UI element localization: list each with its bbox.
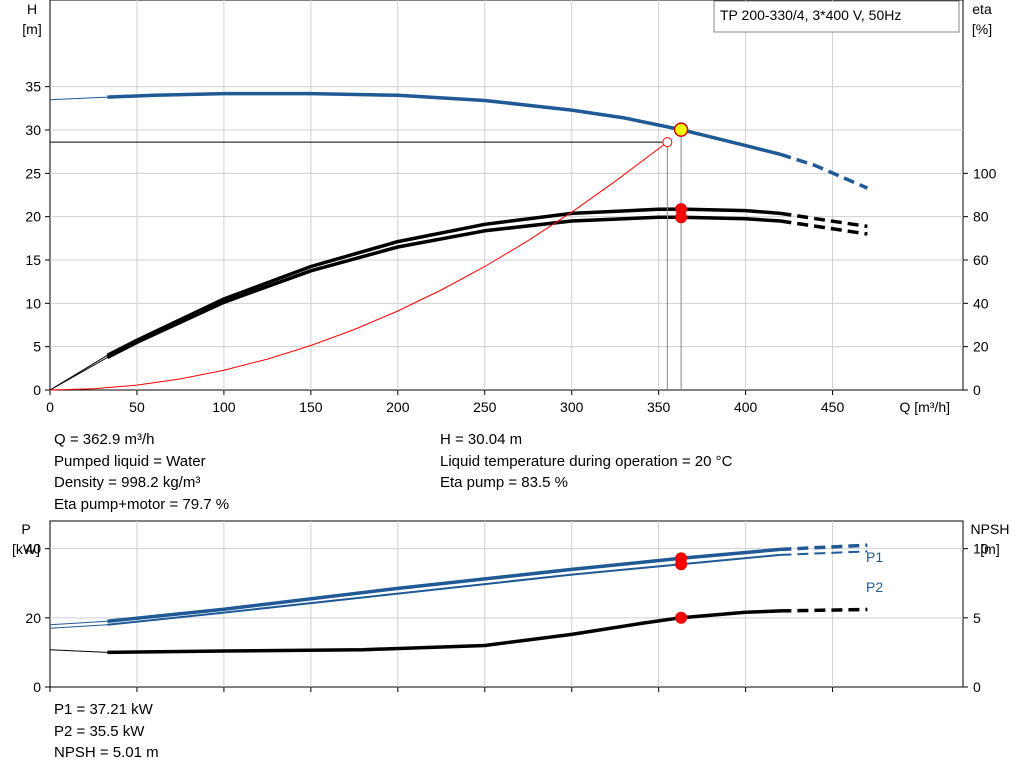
npsh-duty-point: [675, 611, 688, 624]
H-curve: [107, 91, 781, 156]
info-line: NPSH = 5.01 m: [54, 744, 159, 762]
info-line: Eta pump+motor = 79.7 %: [54, 496, 230, 514]
y-tick-label-left: 15: [25, 252, 41, 268]
y-axis-label-left-1: H: [27, 1, 37, 17]
x-tick-label: 350: [647, 399, 671, 415]
y-tick-label-left: 30: [25, 122, 41, 138]
y-axis-label-left-2: [m]: [22, 21, 41, 37]
duty-info-right: H = 30.04 m Liquid temperature during op…: [440, 429, 732, 494]
P2-curve: [107, 553, 781, 626]
x-tick-label: 250: [473, 399, 497, 415]
x-tick-label: 100: [212, 399, 236, 415]
plot-frame: [49, 520, 964, 688]
x-tick-label: 50: [129, 399, 145, 415]
x-axis-label: Q [m³/h]: [899, 399, 950, 415]
legend-p1: P1: [866, 549, 883, 565]
y-tick-label-right: 20: [973, 339, 989, 355]
P1-curve-thin: [49, 620, 108, 626]
x-tick-label: 300: [560, 399, 584, 415]
NPSH-curve: [107, 609, 781, 655]
P2-curve-extrapolated: [780, 550, 868, 556]
eta_pump-curve-extrapolated: [780, 211, 868, 229]
info-line: Pumped liquid = Water: [54, 452, 206, 470]
y-axis-label-right-1: eta: [972, 1, 992, 17]
x-tick-label: 150: [299, 399, 323, 415]
p2-duty-point: [675, 558, 688, 571]
y-tick-label-left: 10: [25, 295, 41, 311]
y-tick-label-left: 20: [25, 610, 41, 626]
head-efficiency-chart: 0 50 100 150 200 250 300 350 400 4500510152025303…: [22, 0, 997, 415]
grid: [45, 520, 968, 692]
tick-labels: 0 20 40 0 5 10: [25, 541, 988, 695]
tick-labels: 0 50 100 150 200 250 300 350 400 4500510152025303…: [25, 79, 996, 415]
y-tick-label-left: 20: [25, 209, 41, 225]
info-line: H = 30.04 m: [440, 431, 523, 448]
title-box: TP 200-330/4, 3*400 V, 50Hz: [713, 0, 960, 33]
P1-curve: [107, 547, 781, 624]
x-tick-label: 200: [386, 399, 410, 415]
y-tick-label-left: 25: [25, 165, 41, 181]
y-axis-label-right-2: [%]: [972, 21, 992, 37]
y-tick-label-right: 60: [973, 252, 989, 268]
P2-curve-thin: [49, 624, 108, 629]
eta_total-curve: [106, 215, 781, 360]
grid: [45, 0, 968, 395]
y-axis-label-right-1: NPSH: [971, 521, 1010, 537]
plot-frame: [49, 0, 964, 391]
x-tick-label: 0: [46, 399, 54, 415]
y-tick-label-right: 10: [973, 541, 989, 557]
info-line: Liquid temperature during operation = 20…: [440, 452, 733, 470]
y-axis-label-left-1: P: [21, 521, 30, 537]
H-curve-extrapolated: [779, 152, 869, 190]
setpoint-marker: [662, 137, 673, 148]
y-tick-label-right: 80: [973, 209, 989, 225]
info-line: Eta pump = 83.5 %: [440, 474, 568, 492]
H-curve-thin: [49, 96, 108, 101]
power-info: P1 = 37.21 kW P2 = 35.5 kW NPSH = 5.01 m: [54, 699, 159, 764]
y-axis-label-left-2: [kW]: [12, 541, 40, 557]
eta_pump-curve: [106, 207, 781, 357]
NPSH-curve-extrapolated: [780, 607, 868, 613]
y-tick-label-left: 5: [33, 339, 41, 355]
eta-duty-point: [675, 211, 688, 224]
info-line: P1 = 37.21 kW: [54, 701, 153, 718]
info-line: Density = 998.2 kg/m³: [54, 474, 201, 492]
info-line: Q = 362.9 m³/h: [54, 431, 155, 448]
system-curve: [49, 141, 668, 391]
x-tick-label: 450: [821, 399, 845, 415]
eta_total-curve-extrapolated: [780, 219, 868, 236]
y-tick-label-left: 0: [33, 382, 41, 398]
P1-curve-extrapolated: [780, 543, 868, 552]
y-tick-label-right: 100: [973, 165, 997, 181]
y-tick-label-left: 35: [25, 79, 41, 95]
duty-info-left: Q = 362.9 m³/h Pumped liquid = Water Den…: [54, 429, 229, 516]
y-tick-label-right: 5: [973, 610, 981, 626]
eta_total-curve-thin: [49, 357, 108, 391]
chart-title: TP 200-330/4, 3*400 V, 50Hz: [720, 7, 901, 23]
legend-p2: P2: [866, 579, 883, 595]
y-tick-label-left: 40: [25, 541, 41, 557]
y-axis-label-right-2: [m]: [980, 541, 999, 557]
NPSH-curve-thin: [49, 649, 108, 653]
info-line: P2 = 35.5 kW: [54, 722, 145, 740]
y-tick-label-right: 40: [973, 295, 989, 311]
power-npsh-chart: 0 20 40 0 5 10 P [kW] NPSH [m] P1 P2: [12, 520, 1010, 695]
duty-point-marker: [673, 122, 689, 137]
y-tick-label-left: 0: [33, 679, 41, 695]
x-tick-label: 400: [734, 399, 758, 415]
y-tick-label-right: 0: [973, 382, 981, 398]
curves: [49, 91, 869, 391]
curves: [49, 543, 868, 655]
y-tick-label-right: 0: [973, 679, 981, 695]
